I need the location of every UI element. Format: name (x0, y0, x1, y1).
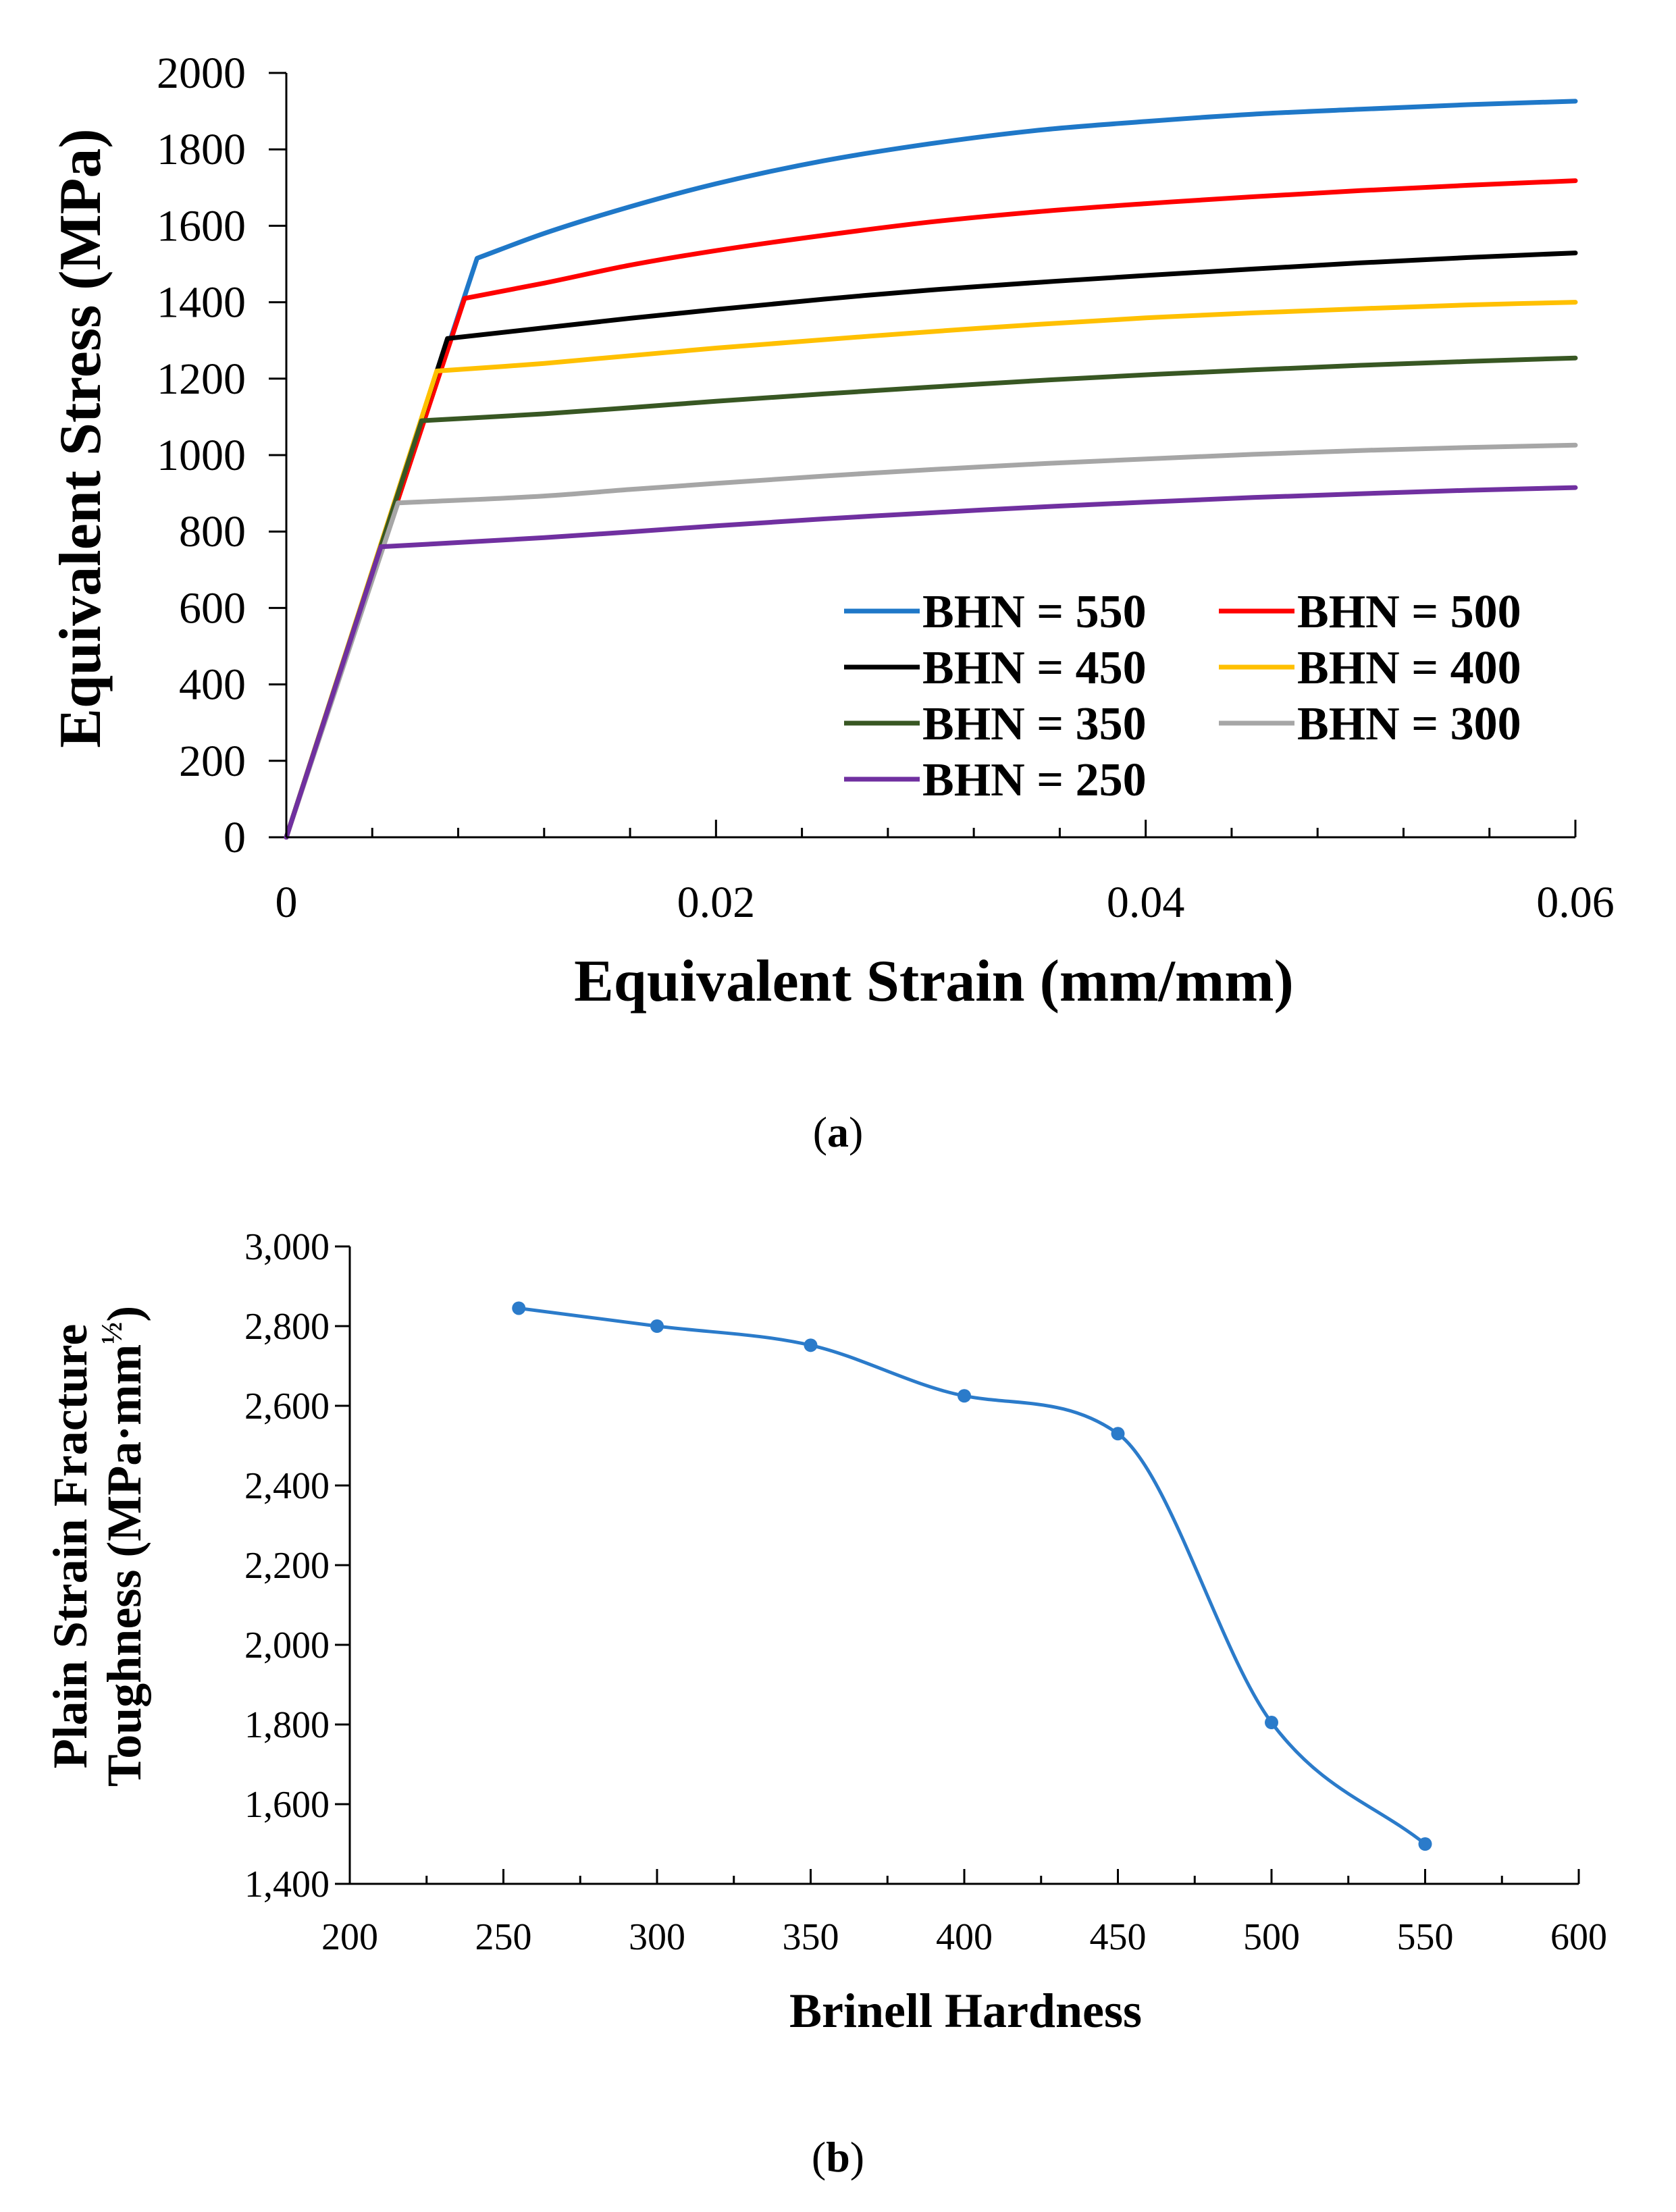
series-line-bhn-500 (284, 178, 1578, 840)
series-line-bhn-550 (284, 99, 1578, 840)
x-axis-ticks: 200 250 300 350 400 450 500 550 600 (321, 1869, 1607, 1958)
data-point (650, 1319, 664, 1333)
y-tick-label: 2,800 (244, 1306, 330, 1348)
y-axis-ticks: 0 200 400 600 800 1000 1200 1400 1600 1800 2000 (157, 49, 286, 862)
y-tick-label: 2,200 (244, 1545, 330, 1587)
series-line-bhn-300 (284, 442, 1578, 840)
y-tick-label: 1,400 (244, 1864, 330, 1905)
caption-a-open: ( (812, 1108, 827, 1156)
y-tick-label: 400 (179, 660, 246, 710)
y-tick-label: 1400 (157, 278, 246, 327)
legend-label: BHN = 450 (922, 642, 1147, 694)
data-point (1265, 1716, 1278, 1730)
y-tick-label: 2,000 (244, 1625, 330, 1666)
y-tick-label: 2,600 (244, 1386, 330, 1427)
legend-label: BHN = 300 (1297, 698, 1521, 750)
caption-b-open: ( (811, 2133, 827, 2181)
data-point (958, 1389, 971, 1403)
y-tick-label: 1000 (157, 431, 246, 480)
x-tick-label: 400 (936, 1916, 993, 1958)
fracture-toughness-chart: 1,400 1,600 1,800 2,000 2,200 2,400 2,600 2,800… (43, 1226, 1607, 2038)
data-point (1111, 1427, 1125, 1441)
x-tick-label: 200 (321, 1916, 378, 1958)
series-group (512, 1301, 1432, 1851)
caption-a-close: ) (849, 1108, 864, 1156)
series-line-bhn-250 (284, 485, 1578, 840)
y-tick-label: 2000 (157, 49, 246, 98)
x-axis-ticks: 0 0.02 0.04 0.06 (276, 820, 1615, 927)
y-axis-title: Plain Strain Fracture Toughness (MPa·mm½… (43, 1306, 151, 1787)
y-axis-title-exponent: ½ (95, 1322, 128, 1344)
x-tick-label: 250 (475, 1916, 532, 1958)
data-point (1418, 1837, 1432, 1851)
x-tick-label: 300 (629, 1916, 685, 1958)
y-tick-label: 3,000 (244, 1226, 330, 1268)
y-tick-label: 2,400 (244, 1465, 330, 1507)
y-axis-title-line2-suffix: ) (97, 1306, 151, 1322)
y-tick-label: 1200 (157, 354, 246, 404)
y-tick-label: 1,600 (244, 1784, 330, 1826)
caption-a: (a) (0, 1107, 1676, 1157)
caption-b: (b) (0, 2132, 1676, 2182)
x-tick-label: 0.06 (1536, 878, 1615, 927)
x-tick-label: 0.04 (1107, 878, 1185, 927)
legend-label: BHN = 250 (922, 754, 1147, 806)
series-line-fracture-toughness (518, 1307, 1427, 1845)
caption-a-label: a (827, 1108, 849, 1156)
legend-label: BHN = 350 (922, 698, 1147, 750)
y-axis-title-line2-prefix: Toughness (MPa·mm (97, 1344, 151, 1787)
y-axis-ticks: 1,400 1,600 1,800 2,000 2,200 2,400 2,600 2,800… (244, 1226, 350, 1905)
series-line-bhn-400 (284, 300, 1578, 840)
series-group (284, 99, 1578, 840)
caption-b-label: b (826, 2133, 850, 2181)
series-line-bhn-350 (284, 355, 1578, 840)
y-tick-label: 800 (179, 507, 246, 556)
y-axis-title: Equivalent Stress (MPa) (48, 128, 113, 747)
caption-b-close: ) (849, 2133, 865, 2181)
x-tick-label: 350 (783, 1916, 839, 1958)
legend-label: BHN = 500 (1297, 586, 1521, 638)
y-tick-label: 1600 (157, 201, 246, 251)
data-point (804, 1338, 818, 1352)
x-tick-label: 550 (1397, 1916, 1454, 1958)
y-tick-label: 600 (179, 583, 246, 633)
x-tick-label: 600 (1550, 1916, 1607, 1958)
x-tick-label: 0.02 (677, 878, 756, 927)
data-point (512, 1301, 526, 1315)
y-tick-label: 1,800 (244, 1704, 330, 1746)
x-axis-title: Brinell Hardness (789, 1984, 1142, 2038)
x-tick-label: 450 (1090, 1916, 1147, 1958)
series-line-bhn-450 (284, 251, 1578, 840)
y-tick-label: 0 (224, 813, 246, 862)
legend-label: BHN = 400 (1297, 642, 1521, 694)
x-axis-title: Equivalent Strain (mm/mm) (574, 949, 1294, 1014)
x-tick-label: 0 (276, 878, 298, 927)
y-tick-label: 1800 (157, 125, 246, 174)
y-axis-title-line2: Toughness (MPa·mm½) (95, 1306, 151, 1787)
legend-label: BHN = 550 (922, 586, 1147, 638)
y-tick-label: 200 (179, 737, 246, 786)
x-tick-label: 500 (1243, 1916, 1300, 1958)
y-axis-title-line1: Plain Strain Fracture (43, 1324, 97, 1769)
